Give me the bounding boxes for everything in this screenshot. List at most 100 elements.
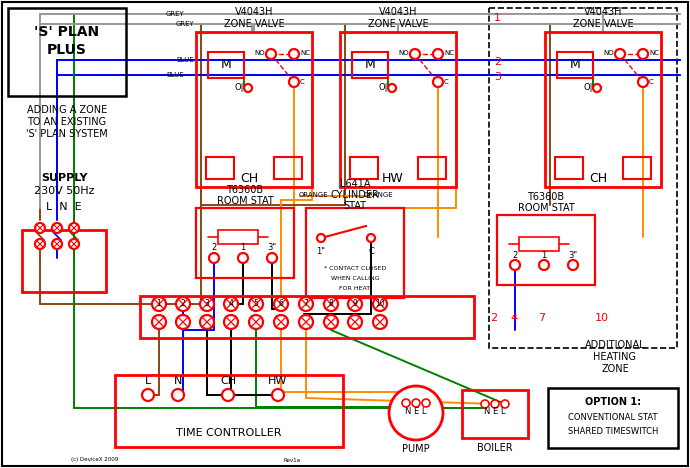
Text: 3: 3	[204, 299, 210, 308]
Text: 'S' PLAN: 'S' PLAN	[34, 25, 99, 39]
Text: PLUS: PLUS	[47, 43, 87, 57]
Text: 2: 2	[494, 57, 501, 67]
Text: 10: 10	[375, 299, 385, 308]
Circle shape	[289, 77, 299, 87]
Text: O|: O|	[379, 83, 388, 93]
Circle shape	[272, 389, 284, 401]
Text: GREY: GREY	[166, 11, 184, 17]
Text: ZONE: ZONE	[601, 364, 629, 374]
Circle shape	[52, 223, 62, 233]
Circle shape	[324, 315, 338, 329]
Circle shape	[176, 315, 190, 329]
Text: 3": 3"	[268, 243, 277, 253]
Text: V4043H: V4043H	[379, 7, 417, 17]
Circle shape	[433, 77, 443, 87]
Circle shape	[388, 84, 396, 92]
Text: ZONE VALVE: ZONE VALVE	[224, 19, 284, 29]
Circle shape	[172, 389, 184, 401]
Circle shape	[142, 389, 154, 401]
Text: NC: NC	[444, 50, 454, 56]
Text: CH: CH	[589, 173, 607, 185]
Text: M: M	[364, 58, 375, 72]
Text: BLUE: BLUE	[166, 72, 184, 78]
Circle shape	[501, 400, 509, 408]
Circle shape	[266, 49, 276, 59]
Text: OPTION 1:: OPTION 1:	[585, 397, 641, 407]
Circle shape	[348, 315, 362, 329]
Text: SUPPLY: SUPPLY	[41, 173, 87, 183]
Circle shape	[244, 84, 252, 92]
Bar	[196, 208, 294, 278]
Circle shape	[35, 223, 45, 233]
Circle shape	[410, 49, 420, 59]
Text: 1: 1	[157, 299, 161, 308]
Text: NC: NC	[649, 50, 659, 56]
Text: TO AN EXISTING: TO AN EXISTING	[28, 117, 106, 127]
Circle shape	[615, 49, 625, 59]
Bar	[140, 296, 474, 338]
Circle shape	[52, 239, 62, 249]
Text: L: L	[145, 376, 151, 386]
Text: FOR HEAT: FOR HEAT	[339, 285, 371, 291]
Text: ZONE VALVE: ZONE VALVE	[368, 19, 428, 29]
Text: 4: 4	[228, 299, 233, 308]
Text: 'S' PLAN SYSTEM: 'S' PLAN SYSTEM	[26, 129, 108, 139]
Circle shape	[389, 386, 443, 440]
Text: L641A: L641A	[339, 179, 371, 189]
Circle shape	[200, 315, 214, 329]
Text: WHEN CALLING: WHEN CALLING	[331, 276, 380, 280]
Bar	[196, 32, 312, 187]
Text: C: C	[649, 79, 653, 85]
Text: ZONE VALVE: ZONE VALVE	[573, 19, 633, 29]
Bar	[557, 52, 593, 78]
Circle shape	[638, 77, 648, 87]
Bar	[489, 8, 677, 348]
Circle shape	[510, 260, 520, 270]
Circle shape	[422, 399, 430, 407]
Circle shape	[412, 399, 420, 407]
Bar	[274, 157, 302, 179]
Text: CONVENTIONAL STAT: CONVENTIONAL STAT	[569, 414, 658, 423]
Text: SHARED TIMESWITCH: SHARED TIMESWITCH	[568, 427, 658, 437]
Text: 2: 2	[513, 250, 518, 259]
Text: T6360B: T6360B	[527, 192, 564, 202]
Circle shape	[481, 400, 489, 408]
Text: 3: 3	[494, 72, 501, 82]
Circle shape	[289, 49, 299, 59]
Circle shape	[373, 315, 387, 329]
Bar	[462, 390, 528, 438]
Text: 1: 1	[494, 13, 501, 23]
Circle shape	[200, 297, 214, 311]
Text: HEATING: HEATING	[593, 352, 636, 362]
Text: HW: HW	[268, 376, 288, 386]
Text: V4043H: V4043H	[235, 7, 273, 17]
Text: C: C	[444, 79, 448, 85]
Circle shape	[69, 239, 79, 249]
Text: PUMP: PUMP	[402, 444, 430, 454]
Text: O|: O|	[584, 83, 593, 93]
Text: 2: 2	[491, 313, 497, 323]
Bar	[115, 375, 343, 447]
Text: N: N	[174, 376, 182, 386]
Circle shape	[224, 315, 238, 329]
Text: HW: HW	[382, 173, 404, 185]
Text: 2: 2	[181, 299, 186, 308]
Text: M: M	[570, 58, 580, 72]
Text: CH: CH	[240, 173, 258, 185]
Bar	[340, 32, 456, 187]
Text: 8: 8	[328, 299, 333, 308]
Circle shape	[539, 260, 549, 270]
Text: 5: 5	[253, 299, 259, 308]
Text: NC: NC	[300, 50, 310, 56]
Bar	[306, 208, 404, 298]
Circle shape	[249, 297, 263, 311]
Text: (c) DeviceX 2009: (c) DeviceX 2009	[71, 458, 119, 462]
Text: 2: 2	[211, 243, 217, 253]
Circle shape	[638, 49, 648, 59]
Text: STAT: STAT	[344, 201, 366, 211]
Bar	[548, 388, 678, 448]
Text: * CONTACT CLOSED: * CONTACT CLOSED	[324, 265, 386, 271]
Text: 10: 10	[595, 313, 609, 323]
Text: BLUE: BLUE	[176, 57, 194, 63]
Bar	[206, 157, 234, 179]
